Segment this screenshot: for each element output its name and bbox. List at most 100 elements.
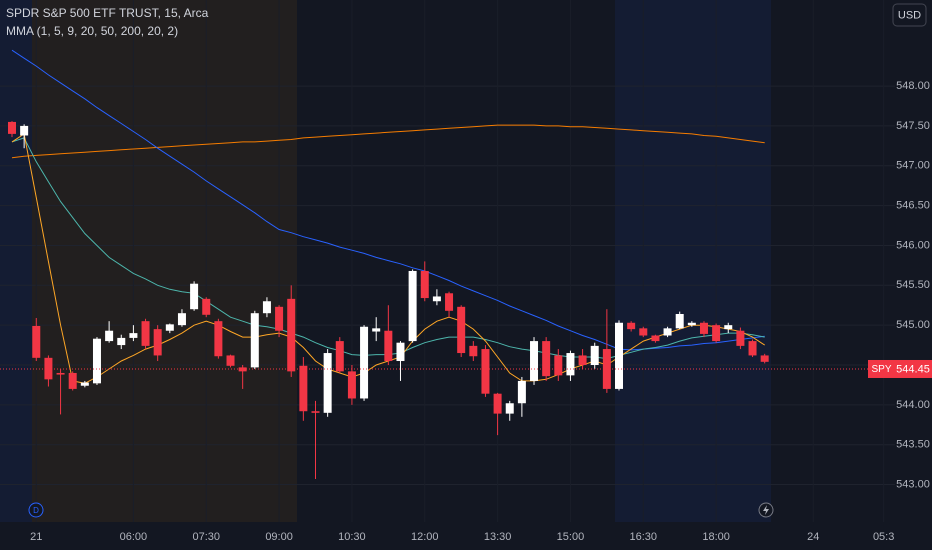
premarket-zone [32, 0, 297, 522]
candle-body [238, 367, 247, 372]
candle-body [335, 341, 344, 372]
candle-body [578, 355, 587, 366]
candle-body [724, 325, 733, 330]
candle-body [250, 313, 259, 368]
moving-average-line [11, 49, 765, 351]
x-tick-label: 06:00 [120, 531, 148, 543]
candle-body [202, 298, 211, 315]
candle-body [639, 328, 648, 336]
currency-label[interactable]: USD [898, 9, 921, 21]
candle-body [712, 325, 721, 342]
candle-body [129, 333, 138, 338]
candle-body [323, 353, 332, 413]
candle-body [32, 325, 41, 358]
candle-body [748, 341, 757, 356]
candle-body [590, 345, 599, 366]
candle-body [56, 372, 65, 375]
y-tick-label: 545.50 [896, 279, 930, 291]
candle-body [554, 355, 563, 376]
candle-body [360, 326, 369, 399]
candle-body [542, 341, 551, 377]
candle-body [663, 328, 672, 336]
price-tag [895, 359, 932, 378]
dividend-icon[interactable] [28, 502, 44, 518]
candle-body [505, 403, 514, 414]
x-tick-label: 10:30 [338, 531, 366, 543]
candle-body [615, 322, 623, 389]
x-tick-label: 07:30 [192, 531, 220, 543]
x-tick-label: 05:3 [873, 531, 894, 543]
candle-body [493, 393, 502, 414]
candle-body [736, 330, 745, 346]
candle-body [68, 372, 77, 389]
x-tick-label: 15:00 [557, 531, 585, 543]
y-tick-label: 544.00 [896, 399, 930, 411]
candle-body [420, 270, 429, 299]
dividend-icon-glyph[interactable]: D [33, 506, 39, 515]
candle-body [372, 328, 381, 332]
chart-title: SPDR S&P 500 ETF TRUST, 15, Arca [6, 6, 209, 20]
candle-body [80, 382, 89, 386]
candle-body [226, 355, 235, 366]
y-tick-label: 543.50 [896, 439, 930, 451]
x-tick-label: 21 [30, 531, 42, 543]
candle-body [687, 322, 696, 326]
currency-button[interactable] [892, 3, 927, 27]
candle-body [262, 301, 271, 314]
candle-body [311, 411, 320, 413]
candle-body [20, 125, 29, 136]
price-tag-label: 544.45 [896, 363, 930, 375]
candle-body [396, 342, 405, 362]
candle-body [408, 270, 417, 342]
symbol-tag [868, 359, 895, 378]
candle-body [445, 293, 454, 311]
candle-body [675, 313, 684, 329]
candle-body [481, 349, 490, 394]
candle-body [190, 283, 199, 310]
x-tick-label: 18:00 [702, 531, 730, 543]
candle-body [566, 353, 575, 376]
moving-average-line [11, 124, 765, 159]
candle-body [299, 365, 308, 412]
candle-body [141, 321, 150, 346]
y-tick-label: 548.00 [896, 80, 930, 92]
candle-body [275, 306, 284, 331]
x-tick-label: 12:00 [411, 531, 439, 543]
candle-body [469, 345, 478, 357]
x-tick-label: 16:30 [630, 531, 658, 543]
candle-body [214, 321, 223, 357]
candle-body [651, 335, 660, 342]
symbol-tag-label: SPY [871, 364, 891, 375]
y-tick-label: 545.00 [896, 319, 930, 331]
candle-body [627, 322, 636, 330]
candle-body [92, 338, 101, 384]
candle-body [347, 371, 356, 399]
indicator-label: MMA (1, 5, 9, 20, 50, 200, 20, 2) [6, 24, 178, 38]
candle-body [165, 324, 174, 331]
candle-body [153, 329, 162, 356]
candle-body [177, 313, 186, 326]
y-tick-label: 547.00 [896, 160, 930, 172]
event-icon-glyph[interactable] [763, 505, 769, 515]
y-tick-label: 543.00 [896, 478, 930, 490]
candle-body [117, 337, 126, 346]
candle-body [457, 306, 466, 354]
candle-body [517, 380, 526, 404]
x-tick-label: 09:00 [265, 531, 293, 543]
candle-body [8, 121, 16, 134]
candle-body [384, 330, 393, 362]
y-tick-label: 546.00 [896, 239, 930, 251]
candle-body [699, 322, 708, 334]
y-tick-label: 546.50 [896, 200, 930, 212]
candle-body [105, 330, 114, 342]
candle-body [760, 355, 769, 362]
x-tick-label: 13:30 [484, 531, 512, 543]
y-tick-label: 547.50 [896, 120, 930, 132]
x-tick-label: 24 [807, 531, 819, 543]
candle-body [287, 298, 296, 372]
candle-body [530, 341, 539, 381]
extended-hours-zone [0, 0, 32, 522]
after-hours-zone [615, 0, 771, 522]
